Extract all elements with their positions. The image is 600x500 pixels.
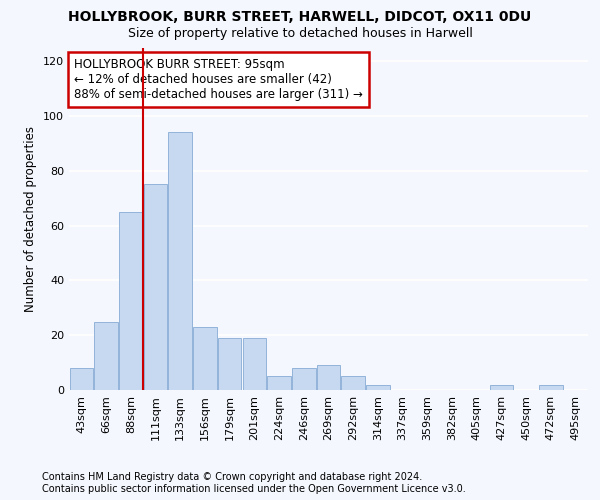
Bar (218, 338, 241, 390)
Text: Contains public sector information licensed under the Open Government Licence v3: Contains public sector information licen… (42, 484, 466, 494)
Bar (317, 366, 340, 390)
Text: Size of property relative to detached houses in Harwell: Size of property relative to detached ho… (128, 28, 472, 40)
Bar (193, 327, 217, 390)
Bar (169, 132, 192, 390)
Bar (292, 368, 316, 390)
Text: Contains HM Land Registry data © Crown copyright and database right 2024.: Contains HM Land Registry data © Crown c… (42, 472, 422, 482)
Text: HOLLYBROOK BURR STREET: 95sqm
← 12% of detached houses are smaller (42)
88% of s: HOLLYBROOK BURR STREET: 95sqm ← 12% of d… (74, 58, 363, 101)
Bar (119, 212, 143, 390)
Text: HOLLYBROOK, BURR STREET, HARWELL, DIDCOT, OX11 0DU: HOLLYBROOK, BURR STREET, HARWELL, DIDCOT… (68, 10, 532, 24)
Bar (70, 368, 93, 390)
Bar (366, 384, 389, 390)
Y-axis label: Number of detached properties: Number of detached properties (25, 126, 37, 312)
Bar (490, 384, 513, 390)
Bar (268, 376, 291, 390)
Bar (94, 322, 118, 390)
Bar (242, 338, 266, 390)
Bar (539, 384, 563, 390)
Bar (144, 184, 167, 390)
Bar (341, 376, 365, 390)
